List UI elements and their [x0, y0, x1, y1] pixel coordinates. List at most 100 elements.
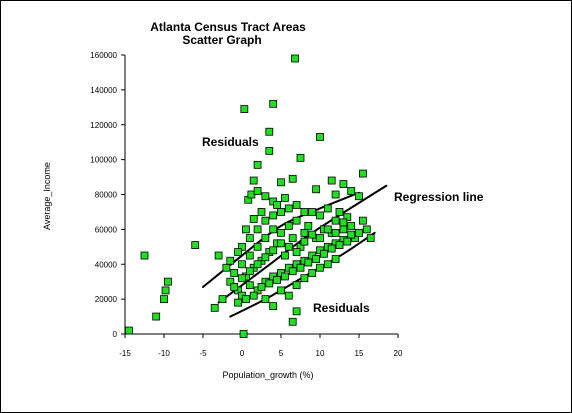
data-point: [161, 286, 170, 295]
data-point: [280, 194, 289, 202]
data-point: [125, 326, 133, 335]
data-point: [288, 267, 297, 276]
data-point: [253, 242, 262, 251]
data-point: [296, 263, 305, 272]
data-point: [343, 237, 352, 246]
data-point: [269, 246, 278, 255]
data-point: [284, 204, 293, 213]
data-point: [257, 283, 266, 291]
x-tick-label: 10: [316, 349, 325, 358]
x-tick-label: -10: [158, 349, 170, 358]
y-tick-label: 100000: [90, 156, 117, 165]
data-point: [292, 281, 301, 290]
y-tick-label: 140000: [90, 86, 117, 95]
y-tick-label: 20000: [95, 295, 118, 304]
data-point: [245, 234, 254, 242]
data-point: [300, 228, 309, 237]
data-point: [327, 244, 336, 253]
data-point: [339, 180, 348, 188]
annotation-residuals-lower: Residuals: [313, 301, 370, 315]
data-point: [234, 248, 243, 256]
data-point: [210, 303, 219, 312]
data-point: [291, 54, 299, 63]
data-points: [125, 54, 375, 338]
data-point: [269, 302, 278, 311]
data-point: [249, 176, 258, 185]
data-point: [331, 228, 340, 237]
data-point: [234, 298, 243, 307]
data-point: [249, 215, 258, 223]
data-point: [163, 277, 172, 286]
data-point: [284, 221, 293, 230]
data-point: [288, 234, 297, 242]
data-point: [331, 216, 340, 225]
data-point: [253, 187, 262, 195]
data-point: [269, 211, 278, 220]
y-tick-label: 80000: [95, 191, 118, 200]
data-point: [273, 276, 282, 284]
data-point: [347, 187, 356, 195]
data-point: [160, 295, 168, 304]
data-point: [257, 208, 266, 216]
data-point: [238, 274, 246, 283]
data-point: [300, 274, 309, 283]
y-tick-label: 120000: [90, 121, 117, 130]
data-point: [277, 208, 285, 216]
data-point: [230, 283, 239, 291]
data-point: [245, 281, 254, 290]
data-point: [316, 263, 324, 272]
data-point: [316, 133, 324, 141]
data-point: [355, 228, 363, 237]
data-point: [253, 160, 262, 169]
data-point: [335, 208, 344, 216]
x-tick-label: -15: [119, 349, 131, 358]
data-point: [296, 153, 305, 162]
data-point: [347, 221, 356, 230]
data-point: [218, 295, 227, 304]
data-point: [284, 242, 293, 251]
data-point: [277, 239, 285, 248]
x-tick-label: 15: [355, 349, 364, 358]
data-point: [261, 253, 270, 262]
data-point: [261, 216, 270, 225]
data-point: [265, 127, 274, 136]
data-point: [277, 228, 285, 237]
data-point: [230, 269, 239, 277]
data-point: [152, 312, 161, 321]
data-point: [339, 225, 348, 234]
data-point: [323, 260, 332, 269]
x-ticks: -15 -10 -5 0 5 10 15 20: [119, 334, 403, 358]
data-point: [265, 279, 274, 288]
x-axis-label: Population_growth (%): [222, 370, 313, 380]
data-point: [335, 241, 344, 249]
data-point: [308, 208, 317, 216]
y-tick-label: 40000: [95, 260, 118, 269]
data-point: [331, 255, 340, 263]
y-tick-label: 160000: [90, 51, 117, 60]
data-point: [288, 317, 297, 326]
data-point: [304, 258, 313, 267]
data-point: [269, 99, 278, 108]
x-tick-label: 20: [394, 349, 403, 358]
data-point: [280, 272, 289, 281]
data-point: [339, 218, 348, 227]
data-point: [358, 169, 367, 178]
data-point: [292, 201, 301, 209]
data-point: [323, 225, 332, 234]
y-axis-label: Average_Income: [42, 162, 52, 230]
data-point: [292, 248, 301, 256]
data-point: [327, 176, 336, 185]
data-point: [222, 263, 231, 272]
x-tick-label: 0: [240, 349, 245, 358]
annotation-residuals-upper: Residuals: [202, 135, 259, 149]
data-point: [308, 269, 317, 277]
data-point: [245, 251, 254, 260]
data-point: [288, 174, 297, 183]
data-point: [253, 260, 262, 269]
data-point: [261, 295, 270, 304]
annotation-regression-line: Regression line: [394, 190, 484, 204]
data-point: [239, 330, 248, 338]
data-point: [261, 192, 270, 201]
data-point: [316, 211, 324, 220]
